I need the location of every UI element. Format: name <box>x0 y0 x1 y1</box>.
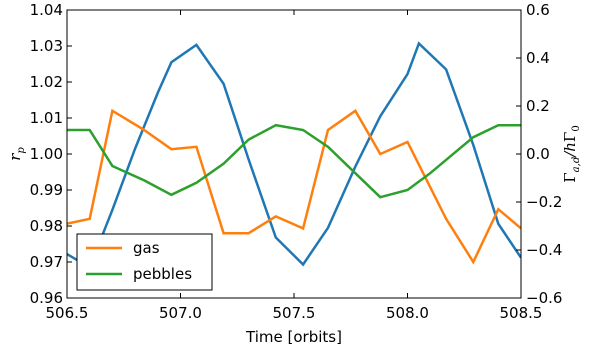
x-tick-label: 508.0 <box>386 304 429 322</box>
series-line-1 <box>67 41 521 270</box>
y-right-label-mid: /h <box>561 142 579 159</box>
y-right-tick-label: 0.2 <box>526 97 550 115</box>
y-right-tick-label: −0.2 <box>526 193 562 211</box>
legend: gas pebbles <box>76 233 213 291</box>
y-left-tick-label: 1.02 <box>30 73 63 91</box>
legend-label-gas: gas <box>133 239 160 257</box>
y-right-tick-label: 0.6 <box>526 1 550 19</box>
y-left-label-sub: p <box>16 147 27 154</box>
y-left-tick-label: 1.01 <box>30 109 63 127</box>
y-left-tick-label: 0.96 <box>30 289 63 307</box>
y-right-tick-label: 0.0 <box>526 145 550 163</box>
plot-frame <box>66 9 522 299</box>
y-left-tick-label: 1.04 <box>30 1 63 19</box>
series-layer <box>67 41 521 270</box>
x-tick-label: 506.5 <box>46 304 89 322</box>
y-left-tick-label: 1.03 <box>30 37 63 55</box>
y-left-label-main: r <box>6 153 24 161</box>
legend-box <box>76 233 213 291</box>
y-right-label-gamma: Γ <box>561 172 579 182</box>
y-right-label-sub2: 0 <box>571 125 582 131</box>
x-axis-label: Time [orbits] <box>245 328 342 346</box>
x-tick-label: 507.5 <box>273 304 316 322</box>
y-right-label-gamma2: Γ <box>561 132 579 142</box>
tick-layer: 506.5 507.0 507.5 508.0 508.5 0.96 0.97 0.98 0.9… <box>30 1 563 322</box>
y-right-tick-label: −0.6 <box>526 289 562 307</box>
y-right-tick-label: −0.4 <box>526 241 562 259</box>
y-left-tick-label: 0.99 <box>30 181 63 199</box>
x-tick-label: 507.0 <box>159 304 202 322</box>
y-right-label-sub1: a,d <box>571 157 582 173</box>
y-right-tick-label: 0.4 <box>526 49 550 67</box>
series-line-gas <box>67 108 521 265</box>
y-axis-left-label: rp <box>6 147 27 161</box>
y-left-tick-label: 0.97 <box>30 253 63 271</box>
y-left-tick-label: 0.98 <box>30 217 63 235</box>
legend-label-pebbles: pebbles <box>133 265 192 283</box>
y-left-tick-label: 1.00 <box>30 145 63 163</box>
y-axis-right-label: Γa,d/hΓ0 <box>561 125 582 182</box>
series-line-pebbles <box>67 123 521 199</box>
x-tick-label: 508.5 <box>500 304 543 322</box>
